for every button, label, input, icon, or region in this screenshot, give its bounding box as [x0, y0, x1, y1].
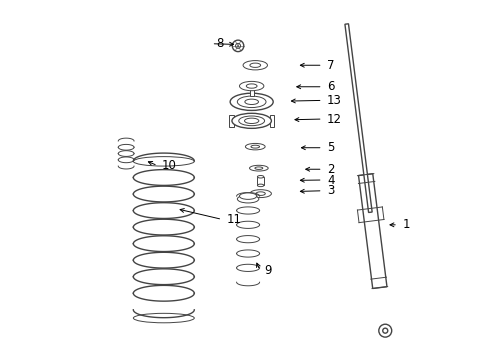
Ellipse shape: [244, 99, 258, 104]
Ellipse shape: [250, 145, 259, 148]
Circle shape: [378, 324, 391, 337]
Polygon shape: [344, 24, 371, 212]
Ellipse shape: [249, 165, 267, 171]
Ellipse shape: [230, 93, 273, 111]
Text: 11: 11: [226, 213, 241, 226]
Bar: [249, 86, 253, 96]
Bar: [269, 115, 274, 127]
Text: 8: 8: [215, 37, 223, 50]
Ellipse shape: [254, 167, 262, 170]
Circle shape: [235, 43, 240, 48]
Text: 3: 3: [326, 184, 334, 197]
Circle shape: [382, 328, 387, 333]
Polygon shape: [358, 174, 386, 288]
Ellipse shape: [231, 113, 271, 129]
Ellipse shape: [249, 190, 271, 198]
Ellipse shape: [237, 96, 265, 108]
Ellipse shape: [239, 81, 264, 91]
Ellipse shape: [249, 85, 253, 87]
Bar: [228, 115, 233, 127]
Text: 7: 7: [326, 59, 334, 72]
Ellipse shape: [257, 184, 264, 186]
Ellipse shape: [245, 143, 264, 150]
Text: 2: 2: [326, 163, 334, 176]
Ellipse shape: [255, 192, 265, 195]
Text: 9: 9: [264, 264, 271, 277]
Ellipse shape: [239, 193, 256, 199]
Text: 10: 10: [162, 159, 177, 172]
Circle shape: [232, 40, 244, 51]
Text: 1: 1: [402, 218, 409, 231]
Ellipse shape: [243, 60, 267, 70]
Text: 13: 13: [326, 94, 341, 107]
Ellipse shape: [246, 84, 257, 88]
Text: 6: 6: [326, 80, 334, 93]
Ellipse shape: [244, 118, 258, 123]
Text: 5: 5: [326, 141, 334, 154]
Ellipse shape: [257, 176, 264, 178]
Text: 4: 4: [326, 174, 334, 186]
Text: 12: 12: [326, 113, 341, 126]
Ellipse shape: [249, 63, 260, 67]
Ellipse shape: [237, 195, 258, 203]
Ellipse shape: [238, 116, 264, 126]
Bar: [257, 177, 264, 185]
